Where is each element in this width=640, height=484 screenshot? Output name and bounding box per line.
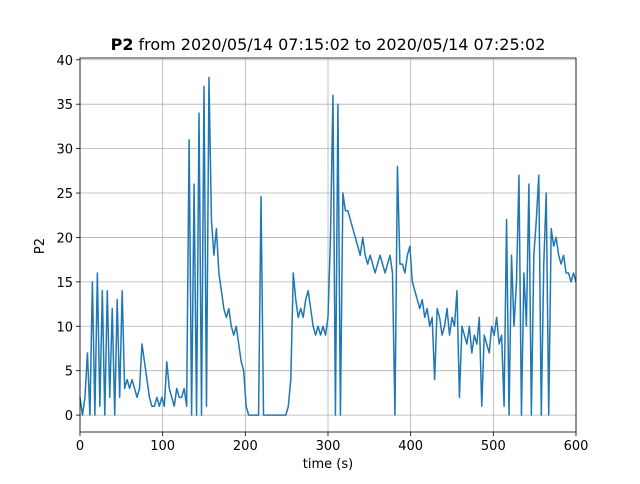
y-tick-label: 0 [65,409,73,424]
x-axis-label: time (s) [303,457,353,472]
y-axis-label: P2 [33,238,48,254]
axes-frame [79,57,577,433]
x-tick-label: 100 [150,439,175,454]
y-tick-label: 10 [56,320,73,335]
y-tick-label: 25 [56,187,73,202]
y-tick-label: 40 [56,54,73,69]
title-rest: from 2020/05/14 07:15:02 to 2020/05/14 0… [138,35,545,54]
data-line [79,76,577,416]
x-tick-label: 200 [233,439,258,454]
title-bold: P2 [111,35,134,54]
x-tick-label: 600 [564,439,589,454]
y-tick-label: 15 [56,276,73,291]
x-tick-label: 500 [481,439,506,454]
y-tick-label: 20 [56,231,73,246]
x-tick-label: 400 [398,439,423,454]
x-tick-label: 300 [316,439,341,454]
y-tick-label: 35 [56,98,73,113]
chart-title: P2 from 2020/05/14 07:15:02 to 2020/05/14… [111,35,546,54]
x-tick-label: 0 [76,439,84,454]
y-tick-label: 5 [65,365,73,380]
y-tick-label: 30 [56,143,73,158]
